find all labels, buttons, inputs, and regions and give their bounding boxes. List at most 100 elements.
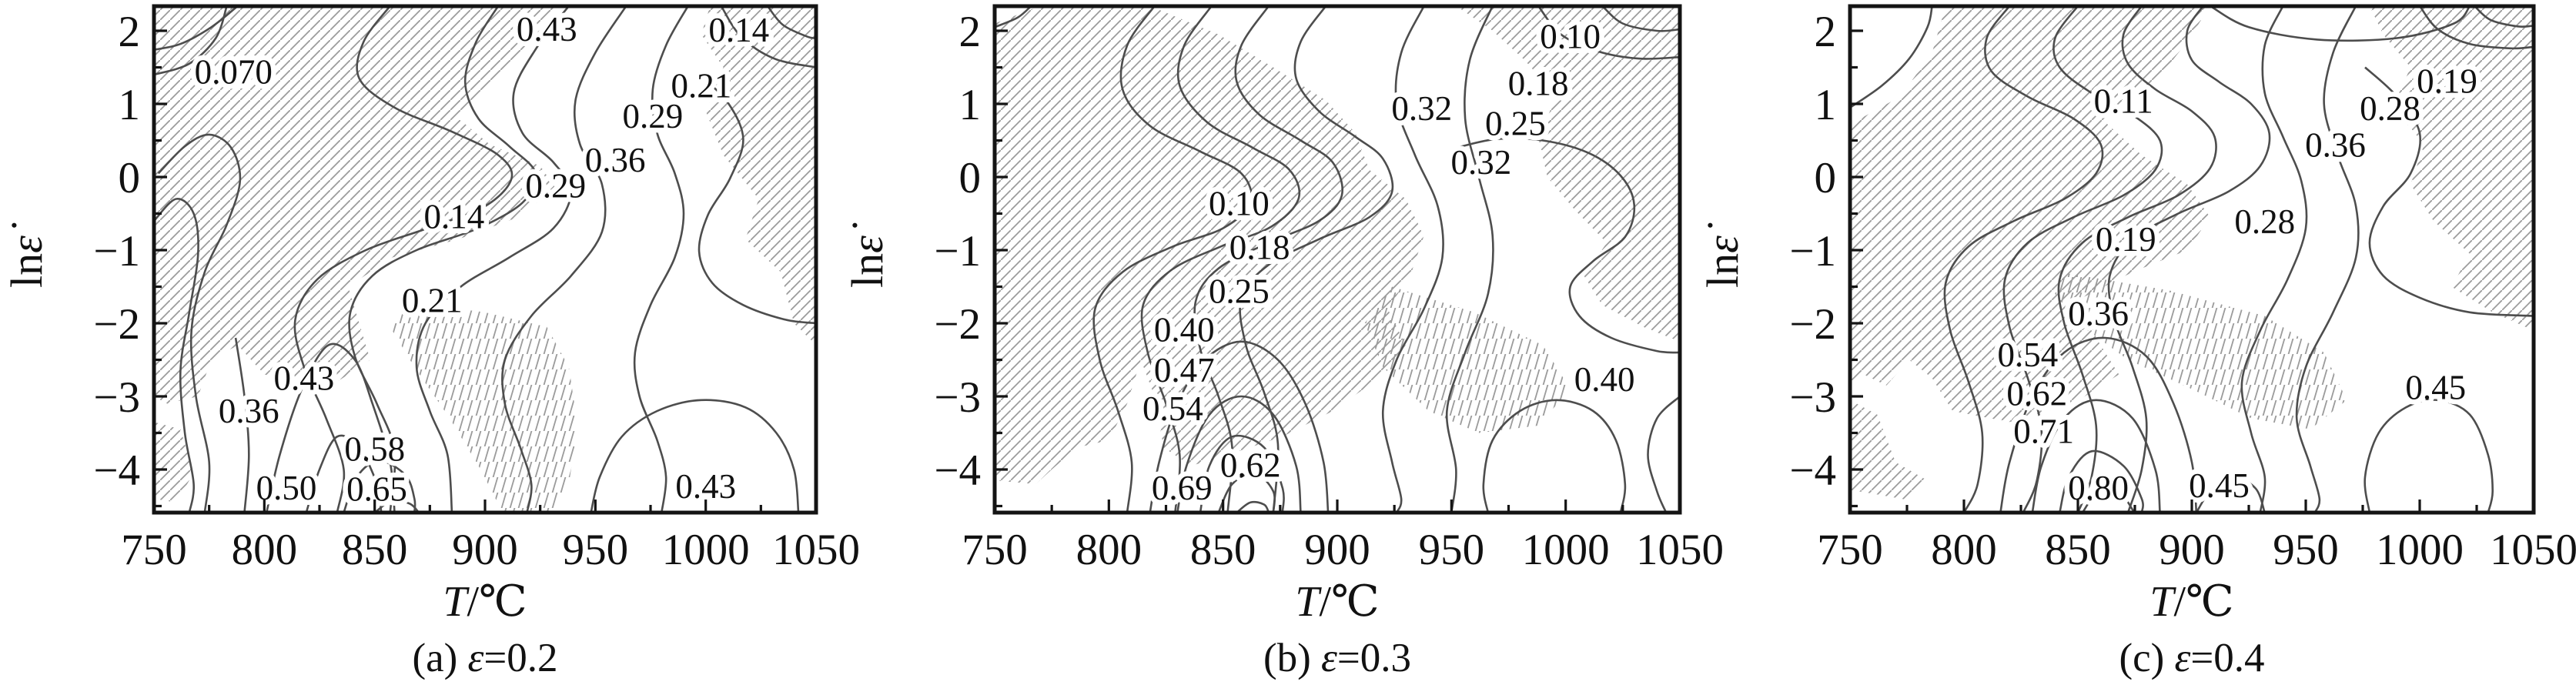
contour-line xyxy=(2210,6,2471,42)
contour-line xyxy=(154,198,199,513)
x-tick-label: 800 xyxy=(1931,526,1997,574)
contour-label: 0.18 xyxy=(1508,65,1569,103)
contour-line xyxy=(2002,6,2163,513)
contour-line xyxy=(1176,395,1302,513)
contour-line xyxy=(234,337,250,513)
x-tick-label: 950 xyxy=(563,526,629,574)
contour-line xyxy=(1456,137,1680,354)
contour-label: 0.36 xyxy=(2068,295,2129,333)
contour-line xyxy=(1445,6,1494,513)
contour-line xyxy=(720,6,816,68)
contour-label: 0.14 xyxy=(708,11,769,49)
x-tick-label: 750 xyxy=(121,526,187,574)
x-tick-label: 850 xyxy=(1190,526,1256,574)
contour-line xyxy=(2418,6,2534,50)
contour-line xyxy=(1601,6,1680,32)
contour-line xyxy=(2240,6,2308,513)
y-tick-label: −1 xyxy=(1789,227,1836,276)
x-tick-label: 1050 xyxy=(2490,526,2576,574)
y-tick-label: −3 xyxy=(93,373,140,422)
x-tick-label: 950 xyxy=(1419,526,1485,574)
contour-line xyxy=(1647,396,1680,513)
y-tick-label: −3 xyxy=(934,373,981,422)
contour-label: 0.45 xyxy=(2405,369,2466,407)
panel-a: 0.43 0.140.070 0.210.290.360.290.140.210.4… xyxy=(2,4,860,680)
contour-label: 0.21 xyxy=(671,66,732,105)
y-tick-label: 1 xyxy=(1815,81,1837,129)
contour-line xyxy=(1381,6,1444,513)
y-tick-label: −4 xyxy=(93,446,140,495)
contour-label: 0.62 xyxy=(2006,374,2067,413)
contour-line xyxy=(343,459,417,513)
contour-line xyxy=(373,499,420,513)
instability-hatch-region xyxy=(1850,399,1928,500)
x-tick-label: 750 xyxy=(1817,526,1883,574)
contour-line xyxy=(1537,6,1680,60)
contour-label: 0.25 xyxy=(1485,105,1546,143)
contour-line xyxy=(154,6,228,76)
contour-label: 0.47 xyxy=(1154,351,1215,389)
contour-line xyxy=(501,6,627,513)
instability-hatch-region xyxy=(1364,286,1571,433)
contour-label: 0.11 xyxy=(2094,82,2153,120)
contour-label: 0.21 xyxy=(402,282,463,320)
y-tick-label: 0 xyxy=(1815,154,1837,202)
contour-label: 0.58 xyxy=(344,430,405,469)
contour-label: 0.54 xyxy=(1142,389,1203,428)
contour-label: 0.19 xyxy=(2096,220,2156,259)
x-tick-label: 750 xyxy=(962,526,1028,574)
y-tick-label: −2 xyxy=(934,300,981,349)
contour-line xyxy=(293,6,514,513)
y-tick-label: −1 xyxy=(93,227,140,276)
x-tick-label: 800 xyxy=(1076,526,1142,574)
x-tick-label: 1000 xyxy=(1522,526,1610,574)
contour-line xyxy=(1236,500,1270,513)
x-tick-label: 1000 xyxy=(662,526,750,574)
y-tick-label: −2 xyxy=(93,300,140,349)
contour-line xyxy=(415,6,573,513)
contour-line xyxy=(265,342,396,513)
contour-label: 0.18 xyxy=(1229,228,1290,266)
y-axis-label: lnε̇ xyxy=(842,222,892,288)
y-tick-label: 1 xyxy=(119,81,141,129)
instability-hatch-region xyxy=(2370,6,2534,331)
contour-label: 0.62 xyxy=(1220,446,1281,484)
contour-line xyxy=(1140,6,1301,513)
contour-label: 0.40 xyxy=(1574,360,1635,399)
contour-label: 0.28 xyxy=(2234,202,2295,241)
x-tick-label: 1000 xyxy=(2376,526,2464,574)
contour-label: 0.45 xyxy=(2189,466,2250,505)
x-tick-label: 1050 xyxy=(772,526,860,574)
contour-line xyxy=(590,399,800,513)
contour-label: 0.36 xyxy=(2305,125,2366,164)
contour-line xyxy=(2364,399,2494,513)
contour-line xyxy=(1482,399,1627,513)
y-tick-label: −4 xyxy=(1789,446,1836,495)
contour-label: 0.43 xyxy=(274,359,335,397)
contour-label: 0.29 xyxy=(623,97,684,135)
contour-line xyxy=(2195,476,2266,513)
contour-line xyxy=(766,6,816,39)
contour-label: 0.28 xyxy=(2360,89,2420,128)
x-axis-label: T/℃ xyxy=(2149,578,2233,626)
contour-label: 0.50 xyxy=(256,469,317,507)
contour-label: 0.65 xyxy=(346,470,407,509)
x-tick-label: 1050 xyxy=(1636,526,1724,574)
contour-label: 0.69 xyxy=(1152,469,1213,507)
x-axis-label: T/℃ xyxy=(1295,578,1379,626)
contour-label: 0.32 xyxy=(1391,89,1452,128)
contour-label: 0.25 xyxy=(1209,272,1270,310)
panel-b: 0.100.180.250.320.320.100.180.250.400.47… xyxy=(842,4,1724,680)
contour-line xyxy=(2057,6,2217,513)
contour-line xyxy=(1149,340,1330,513)
x-tick-label: 850 xyxy=(342,526,408,574)
instability-hatch-region xyxy=(154,422,194,503)
y-tick-label: 2 xyxy=(119,8,141,56)
contour-label: 0.71 xyxy=(2013,413,2074,451)
y-axis-label: lnε̇ xyxy=(2,222,52,288)
contour-label: 0.40 xyxy=(1154,311,1215,349)
panel-caption: (c) ε=0.4 xyxy=(2119,636,2264,680)
x-tick-label: 800 xyxy=(232,526,298,574)
y-tick-label: 1 xyxy=(959,81,982,129)
